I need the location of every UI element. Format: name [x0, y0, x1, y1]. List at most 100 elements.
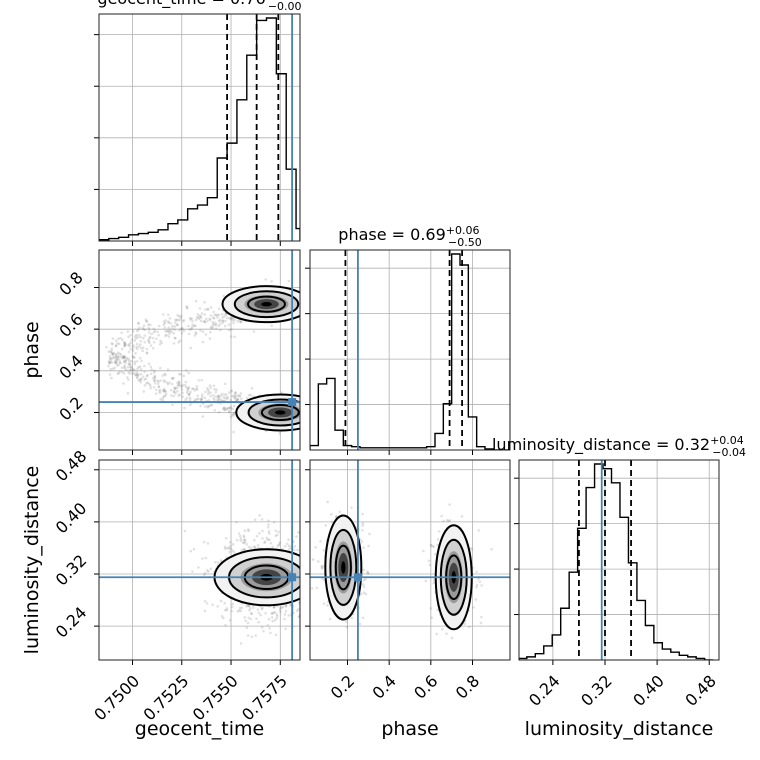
sample-point: [223, 408, 226, 412]
sample-point: [137, 373, 140, 377]
sample-point: [247, 528, 250, 531]
sample-point: [202, 573, 206, 577]
sample-point: [216, 316, 219, 319]
diag-panel-phase: phase = 0.69+0.06 −0.50: [305, 224, 511, 455]
sample-point: [178, 393, 181, 396]
x-tick-label: 0.48: [681, 671, 720, 710]
sample-point: [228, 328, 231, 332]
sample-point: [129, 347, 133, 351]
histogram-geocent_time: [99, 17, 300, 241]
sample-point: [310, 587, 314, 590]
sample-point: [178, 372, 181, 376]
sample-point: [362, 578, 366, 582]
sample-point: [215, 327, 218, 331]
sample-point: [110, 351, 114, 355]
sample-point: [224, 396, 227, 399]
sample-point: [209, 314, 213, 317]
sample-point: [429, 543, 433, 547]
sample-point: [472, 606, 475, 609]
sample-point: [166, 329, 169, 333]
x-tick-label: 0.4: [368, 671, 399, 702]
sample-point: [296, 548, 299, 552]
sample-point: [302, 563, 305, 566]
sample-point: [219, 398, 223, 402]
sample-point: [310, 620, 313, 623]
sample-point: [259, 613, 262, 617]
sample-point: [170, 382, 174, 386]
sample-point: [212, 322, 215, 325]
sample-point: [153, 374, 157, 378]
sample-point: [272, 520, 276, 524]
sample-point: [188, 328, 191, 331]
sample-point: [212, 396, 215, 400]
sample-point: [127, 371, 131, 374]
sample-point: [140, 359, 143, 363]
sample-point: [135, 342, 139, 346]
sample-point: [153, 329, 157, 333]
sample-point: [267, 532, 271, 535]
sample-point: [115, 358, 119, 361]
sample-point: [165, 333, 168, 337]
sample-point: [162, 323, 166, 326]
sample-point: [361, 524, 365, 527]
sample-point: [207, 404, 211, 408]
sample-point: [152, 385, 156, 389]
sample-point: [181, 391, 184, 395]
density-level: [341, 561, 346, 574]
sample-point: [216, 314, 219, 317]
sample-point: [185, 306, 189, 309]
sample-point: [217, 313, 221, 316]
sample-point: [203, 609, 207, 613]
sample-point: [108, 357, 112, 360]
sample-point: [214, 560, 217, 564]
sample-point: [278, 608, 282, 612]
sample-point: [126, 376, 129, 379]
sample-point: [207, 390, 210, 394]
sample-point: [448, 519, 452, 522]
sample-point: [147, 339, 151, 343]
sample-point: [306, 570, 309, 573]
sample-point: [229, 335, 233, 338]
sample-point: [179, 384, 182, 388]
sample-point: [245, 604, 248, 608]
sample-point: [264, 278, 267, 281]
sample-point: [213, 323, 217, 327]
sample-point: [254, 634, 258, 637]
sample-point: [429, 607, 433, 610]
sample-point: [284, 605, 287, 608]
sample-point: [177, 341, 180, 344]
sample-point: [315, 571, 318, 574]
sample-point: [111, 352, 115, 356]
sample-point: [432, 581, 436, 585]
sample-point: [232, 430, 235, 434]
x-tick-label: 0.40: [629, 671, 668, 710]
sample-point: [213, 387, 216, 391]
sample-point: [208, 384, 212, 387]
sample-point: [143, 328, 147, 332]
x-tick-label: 0.7550: [189, 671, 242, 724]
sample-point: [163, 326, 167, 329]
sample-point: [123, 341, 127, 345]
sample-point: [135, 333, 138, 337]
x-tick-label: 0.24: [525, 671, 564, 710]
sample-point: [228, 540, 232, 544]
sample-point: [158, 388, 162, 392]
sample-point: [272, 606, 276, 609]
sample-point: [128, 363, 131, 367]
sample-point: [123, 367, 127, 370]
sample-point: [275, 614, 279, 618]
sample-point: [220, 615, 224, 618]
sample-point: [154, 388, 158, 392]
sample-point: [263, 541, 266, 545]
sample-point: [297, 531, 300, 534]
sample-point: [139, 367, 143, 371]
sample-point: [194, 324, 197, 328]
y-axis-label-phase: phase: [21, 321, 43, 378]
sample-point: [315, 580, 318, 583]
sample-point: [178, 328, 181, 332]
sample-point: [188, 403, 192, 407]
sample-point: [191, 319, 194, 323]
sample-point: [366, 571, 370, 575]
sample-point: [247, 604, 251, 607]
sample-point: [188, 398, 192, 402]
